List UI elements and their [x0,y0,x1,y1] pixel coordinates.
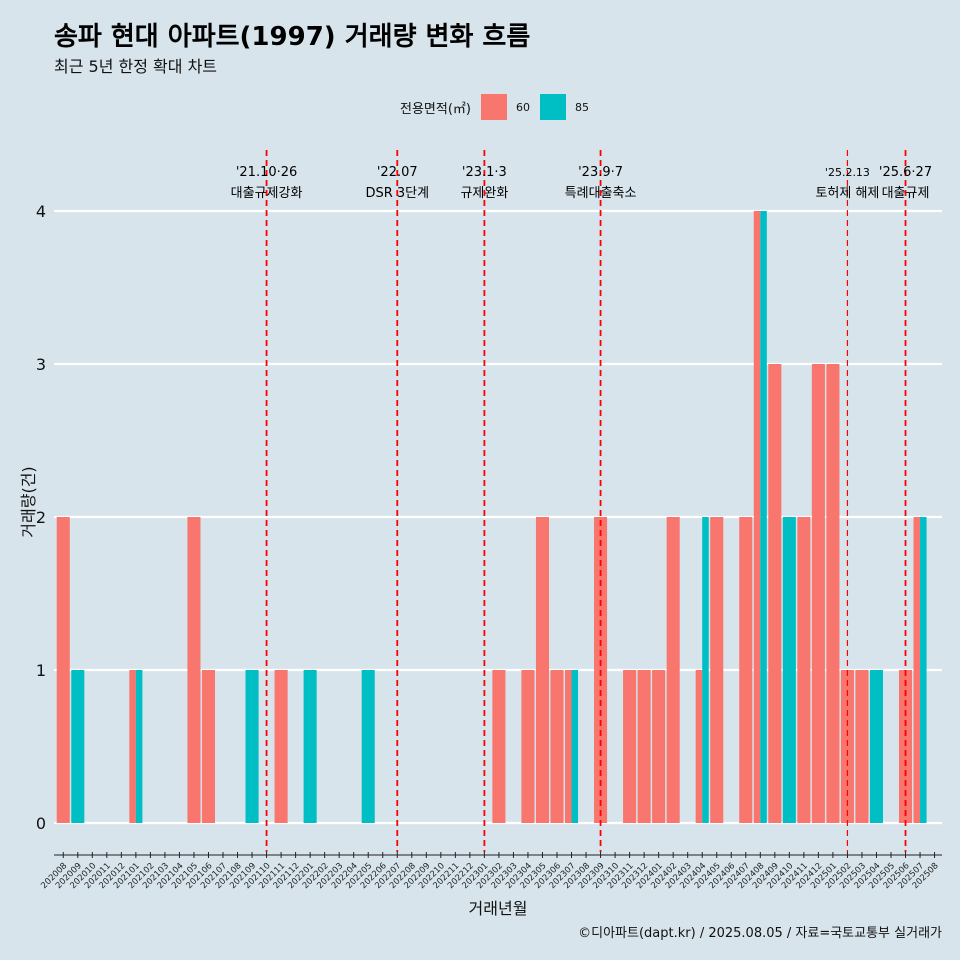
event-label: 대출규제강화 [231,186,303,201]
legend: 전용면적(㎡) 60 85 [400,94,599,120]
bar-85 [869,670,884,823]
bar-60 [768,364,782,823]
x-axis-title: 거래년월 [469,899,528,918]
event-date: '21.10·26 [236,165,297,180]
bar-85 [361,670,375,823]
legend-label-60: 60 [515,100,530,114]
bar-60 [535,517,550,823]
bar-60 [521,670,535,823]
legend-swatch-85 [539,94,566,120]
event-label: 규제완화 [460,186,508,201]
bar-85 [760,211,767,823]
y-tick-label: 0 [36,814,46,833]
chart-title: 송파 현대 아파트(1997) 거래량 변화 흐름 [54,22,531,52]
event-date: '23.1·3 [462,165,507,180]
bar-60 [623,670,637,823]
y-tick-label: 2 [36,508,46,527]
bar-60 [666,517,680,823]
event-date: '22.07 [377,165,418,180]
bar-60 [826,364,840,823]
bar-60 [695,670,703,823]
chart-caption: ©디아파트(dapt.kr) / 2025.08.05 / 자료=국토교통부 실… [578,926,942,941]
bar-60 [797,517,811,823]
event-date: '25.2.13 [825,166,870,179]
bar-60 [201,670,216,823]
bar-85 [245,670,259,823]
bar-60 [840,670,854,823]
legend-swatch-60 [480,94,507,120]
bar-60 [637,670,651,823]
bar-60 [898,670,913,823]
bar-60 [652,670,666,823]
bar-85 [920,517,927,823]
bar-60 [187,517,201,823]
legend-title: 전용면적(㎡) [400,101,471,117]
event-date: '23.9·7 [578,165,623,180]
bar-60 [811,364,825,823]
bar-85 [303,670,317,823]
bar-60 [129,670,136,823]
event-label: 대출규제 [882,186,930,201]
event-label: 토허제 해제 [815,186,879,201]
bar-60 [710,517,724,823]
event-label: 특례대출축소 [565,186,637,201]
bar-60 [56,517,70,823]
y-tick-label: 1 [36,661,46,680]
event-label: DSR 3단계 [365,186,429,201]
bar-60 [855,670,869,823]
bar-85 [571,670,579,823]
bar-60 [753,211,761,823]
bar-85 [71,670,85,823]
bar-85 [702,517,709,823]
y-tick-label: 4 [36,202,46,221]
y-tick-label: 3 [36,355,46,374]
bar-60 [564,670,572,823]
bar-60 [913,517,921,823]
bar-85 [135,670,143,823]
y-axis-title: 거래량(건) [19,466,38,537]
event-date: '25.6·27 [879,165,932,180]
chart-subtitle: 최근 5년 한정 확대 차트 [54,57,218,76]
bar-60 [550,670,564,823]
legend-label-85: 85 [574,100,589,114]
bar-60 [492,670,506,823]
bar-60 [274,670,288,823]
bar-60 [739,517,753,823]
bar-85 [782,517,796,823]
